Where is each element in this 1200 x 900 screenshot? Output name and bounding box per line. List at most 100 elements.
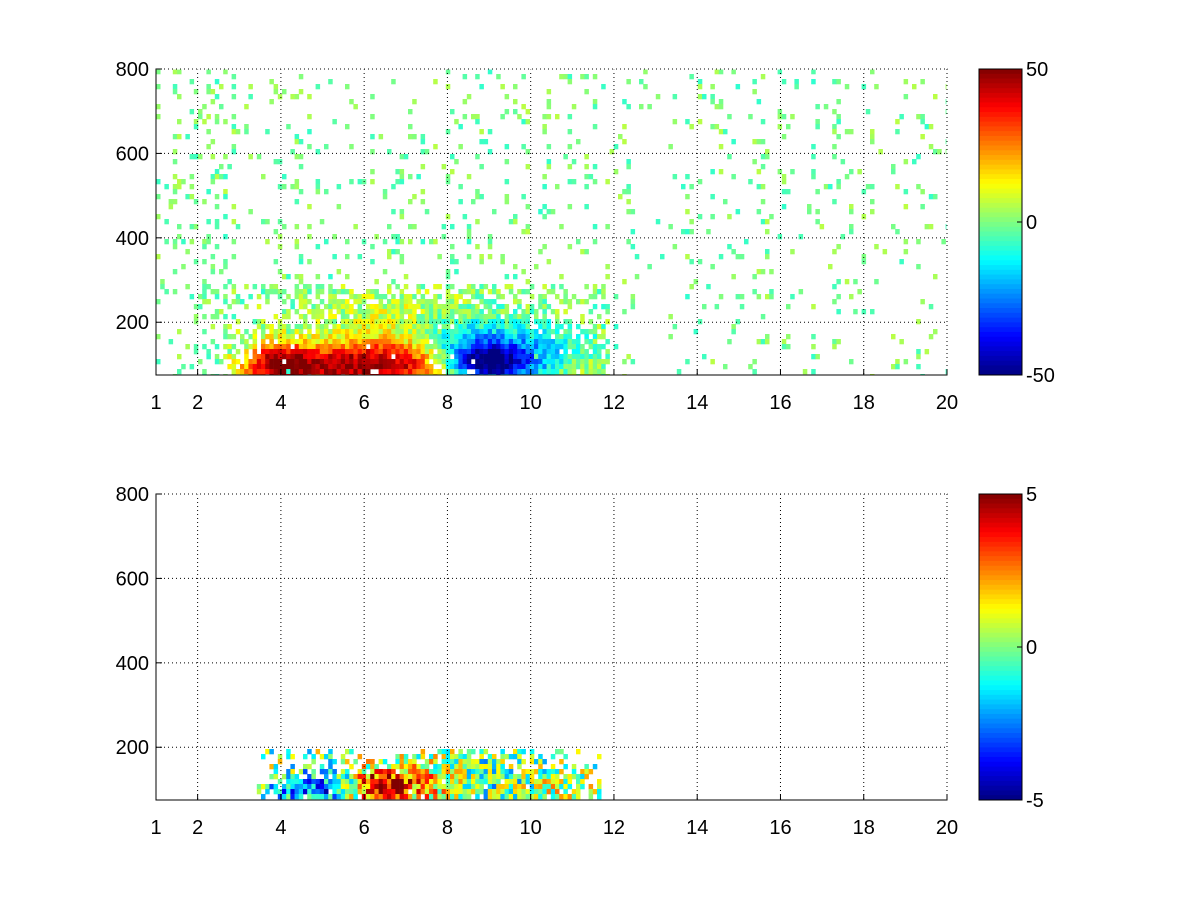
heatmap-cell [487, 254, 493, 260]
heatmap-cell [550, 764, 556, 770]
heatmap-cell [555, 314, 560, 320]
heatmap-cell [466, 774, 472, 780]
heatmap-cell [534, 314, 539, 320]
heatmap-cell [374, 354, 379, 360]
heatmap-cell [420, 369, 426, 375]
heatmap-cell [395, 754, 400, 760]
heatmap-cell [626, 164, 631, 170]
heatmap-cell [584, 354, 589, 360]
heatmap-cell [256, 319, 262, 325]
heatmap-cell [441, 789, 447, 795]
heatmap-cell [513, 324, 518, 330]
y-tick-label: 600 [116, 143, 149, 165]
colorbar-swatch [979, 517, 1022, 524]
heatmap-cell [781, 189, 787, 195]
heatmap-cell [597, 779, 602, 785]
heatmap-cell [542, 294, 547, 300]
heatmap-cell [412, 334, 417, 340]
heatmap-cell [420, 779, 426, 785]
heatmap-cell [282, 309, 287, 315]
heatmap-cell [555, 324, 560, 330]
x-tick-label: 2 [192, 392, 203, 414]
heatmap-cell [345, 324, 350, 330]
heatmap-cell [328, 319, 333, 325]
heatmap-cell [500, 364, 505, 370]
heatmap-cell [391, 324, 396, 330]
heatmap-cell [303, 354, 308, 360]
heatmap-cell [303, 359, 308, 365]
heatmap-cell [576, 354, 581, 360]
heatmap-cell [479, 779, 484, 785]
heatmap-cell [466, 309, 472, 315]
heatmap-cell [193, 124, 199, 130]
heatmap-cell [529, 369, 535, 375]
colorbar-swatch [979, 265, 1022, 271]
heatmap-cell [412, 224, 417, 230]
heatmap-cell [454, 344, 459, 350]
heatmap-cell [206, 69, 211, 75]
heatmap-cell [408, 324, 413, 330]
heatmap-cell [227, 324, 232, 330]
heatmap-cell [445, 354, 451, 360]
heatmap-cell [277, 219, 283, 225]
heatmap-cell [345, 759, 350, 765]
heatmap-cell [408, 369, 413, 375]
heatmap-cell [282, 784, 287, 790]
heatmap-cell [861, 84, 867, 90]
heatmap-cell [277, 794, 283, 800]
heatmap-cell [504, 324, 510, 330]
heatmap-cell [458, 784, 463, 790]
heatmap-cell [500, 324, 505, 330]
heatmap-cell [282, 364, 287, 370]
heatmap-cell [231, 204, 237, 210]
heatmap-cell [735, 209, 741, 215]
heatmap-cell [479, 314, 484, 320]
heatmap-cell [424, 309, 430, 315]
heatmap-cell [156, 104, 161, 110]
heatmap-cell [374, 784, 379, 790]
heatmap-cell [156, 254, 161, 260]
colorbar-swatch [979, 178, 1022, 185]
heatmap-cell [592, 164, 598, 170]
heatmap-cell [500, 359, 505, 365]
heatmap-cell [441, 759, 447, 765]
heatmap-cell [399, 794, 405, 800]
heatmap-cell [500, 784, 505, 790]
heatmap-cell [475, 314, 480, 320]
heatmap-cell [231, 129, 237, 135]
heatmap-cell [290, 354, 295, 360]
heatmap-cell [450, 789, 455, 795]
heatmap-cell [592, 364, 598, 370]
heatmap-cell [273, 784, 279, 790]
heatmap-cell [567, 329, 573, 335]
heatmap-cell [441, 339, 447, 345]
heatmap-cell [697, 259, 703, 265]
heatmap-cell [550, 209, 556, 215]
heatmap-cell [479, 294, 484, 300]
heatmap-cell [181, 239, 186, 245]
heatmap-cell [395, 759, 400, 765]
colorbar-swatch [979, 69, 1022, 75]
heatmap-cell [521, 774, 526, 780]
heatmap-cell [466, 319, 472, 325]
heatmap-cell [172, 89, 178, 95]
heatmap-cell [156, 359, 161, 365]
heatmap-cell [513, 294, 518, 300]
heatmap-cell [538, 339, 543, 345]
heatmap-cell [269, 774, 274, 780]
heatmap-cell [269, 284, 274, 290]
colorbar-swatch [979, 217, 1022, 223]
heatmap-cell [202, 299, 207, 305]
heatmap-cell [424, 789, 430, 795]
heatmap-cell [198, 359, 203, 365]
heatmap-cell [521, 104, 526, 110]
heatmap-cell [370, 784, 375, 790]
heatmap-cell [420, 294, 426, 300]
heatmap-cell [668, 224, 673, 230]
heatmap-cell [546, 779, 552, 785]
heatmap-cell [529, 334, 535, 340]
heatmap-cell [534, 329, 539, 335]
heatmap-cell [370, 169, 375, 175]
heatmap-cell [378, 324, 384, 330]
heatmap-cell [357, 314, 363, 320]
